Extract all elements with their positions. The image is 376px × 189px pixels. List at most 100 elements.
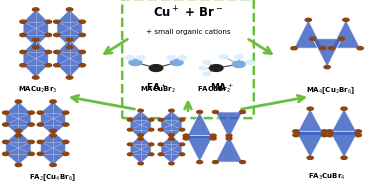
Circle shape bbox=[3, 123, 9, 126]
Polygon shape bbox=[296, 131, 324, 158]
Circle shape bbox=[329, 47, 335, 50]
Polygon shape bbox=[40, 131, 66, 165]
Circle shape bbox=[212, 111, 218, 113]
Circle shape bbox=[37, 152, 44, 156]
Polygon shape bbox=[215, 112, 243, 138]
Circle shape bbox=[158, 153, 164, 156]
Circle shape bbox=[45, 33, 52, 37]
Circle shape bbox=[149, 65, 163, 71]
Circle shape bbox=[355, 130, 361, 133]
Circle shape bbox=[357, 47, 363, 50]
Circle shape bbox=[45, 50, 52, 54]
Polygon shape bbox=[57, 9, 82, 47]
Polygon shape bbox=[296, 109, 324, 135]
Circle shape bbox=[169, 138, 174, 140]
Circle shape bbox=[66, 8, 73, 11]
Circle shape bbox=[15, 129, 22, 132]
Circle shape bbox=[127, 143, 133, 146]
Polygon shape bbox=[215, 136, 243, 162]
Circle shape bbox=[324, 66, 330, 69]
Circle shape bbox=[293, 130, 299, 133]
Circle shape bbox=[197, 161, 203, 163]
Circle shape bbox=[66, 46, 73, 49]
Circle shape bbox=[62, 123, 69, 126]
Circle shape bbox=[327, 130, 333, 133]
Circle shape bbox=[28, 111, 34, 114]
Circle shape bbox=[321, 130, 327, 133]
Polygon shape bbox=[186, 136, 213, 162]
Circle shape bbox=[32, 76, 39, 79]
Circle shape bbox=[32, 38, 39, 41]
Circle shape bbox=[226, 137, 232, 140]
Text: MACu$_2$Br$_3$: MACu$_2$Br$_3$ bbox=[18, 85, 57, 95]
Circle shape bbox=[158, 128, 164, 131]
Circle shape bbox=[138, 134, 143, 136]
Circle shape bbox=[66, 38, 73, 41]
Circle shape bbox=[338, 37, 344, 40]
Circle shape bbox=[28, 140, 34, 144]
Circle shape bbox=[3, 111, 9, 114]
Text: FA$_2$[Cu$_4$Br$_6$]: FA$_2$[Cu$_4$Br$_6$] bbox=[29, 172, 76, 183]
Circle shape bbox=[226, 134, 232, 137]
Circle shape bbox=[54, 64, 60, 67]
Circle shape bbox=[54, 50, 60, 54]
Circle shape bbox=[327, 134, 333, 137]
Circle shape bbox=[179, 143, 185, 146]
Text: MACuBr$_2$: MACuBr$_2$ bbox=[140, 85, 176, 95]
Circle shape bbox=[20, 50, 26, 54]
Circle shape bbox=[37, 123, 44, 126]
Circle shape bbox=[343, 18, 349, 21]
Text: + small organic cations: + small organic cations bbox=[146, 29, 230, 35]
Circle shape bbox=[138, 162, 143, 165]
Circle shape bbox=[197, 111, 203, 113]
Circle shape bbox=[169, 162, 174, 165]
Circle shape bbox=[169, 134, 174, 136]
Circle shape bbox=[20, 33, 26, 37]
Circle shape bbox=[149, 143, 154, 146]
Circle shape bbox=[240, 161, 246, 163]
Polygon shape bbox=[130, 135, 151, 163]
Polygon shape bbox=[40, 102, 66, 136]
Text: FA$^+$: FA$^+$ bbox=[146, 81, 167, 93]
Polygon shape bbox=[6, 131, 31, 165]
Polygon shape bbox=[23, 40, 49, 77]
Circle shape bbox=[210, 134, 216, 137]
Circle shape bbox=[3, 152, 9, 156]
Circle shape bbox=[32, 46, 39, 49]
Circle shape bbox=[127, 119, 133, 121]
Circle shape bbox=[310, 37, 316, 40]
Circle shape bbox=[293, 134, 299, 137]
Polygon shape bbox=[23, 9, 49, 47]
Circle shape bbox=[50, 100, 56, 103]
Circle shape bbox=[127, 153, 133, 156]
Circle shape bbox=[45, 64, 52, 67]
Circle shape bbox=[170, 59, 183, 66]
Circle shape bbox=[149, 153, 154, 156]
Circle shape bbox=[126, 56, 134, 60]
Circle shape bbox=[20, 20, 26, 23]
Circle shape bbox=[149, 119, 154, 121]
Text: Cu$^+$ + Br$^-$: Cu$^+$ + Br$^-$ bbox=[153, 6, 223, 21]
Circle shape bbox=[79, 20, 85, 23]
Circle shape bbox=[341, 156, 347, 159]
Circle shape bbox=[341, 107, 347, 110]
Polygon shape bbox=[161, 111, 182, 139]
Polygon shape bbox=[332, 20, 360, 48]
Circle shape bbox=[203, 72, 211, 76]
Circle shape bbox=[79, 33, 85, 37]
Circle shape bbox=[50, 163, 56, 167]
Polygon shape bbox=[294, 20, 323, 48]
Circle shape bbox=[321, 134, 327, 137]
Circle shape bbox=[183, 134, 189, 137]
Circle shape bbox=[305, 18, 311, 21]
Circle shape bbox=[307, 107, 313, 110]
Circle shape bbox=[183, 137, 189, 140]
Circle shape bbox=[179, 128, 185, 131]
Polygon shape bbox=[6, 102, 31, 136]
Circle shape bbox=[210, 137, 216, 140]
Circle shape bbox=[209, 65, 223, 71]
Polygon shape bbox=[57, 40, 82, 77]
Circle shape bbox=[54, 33, 60, 37]
Polygon shape bbox=[186, 112, 213, 138]
Polygon shape bbox=[330, 109, 358, 135]
